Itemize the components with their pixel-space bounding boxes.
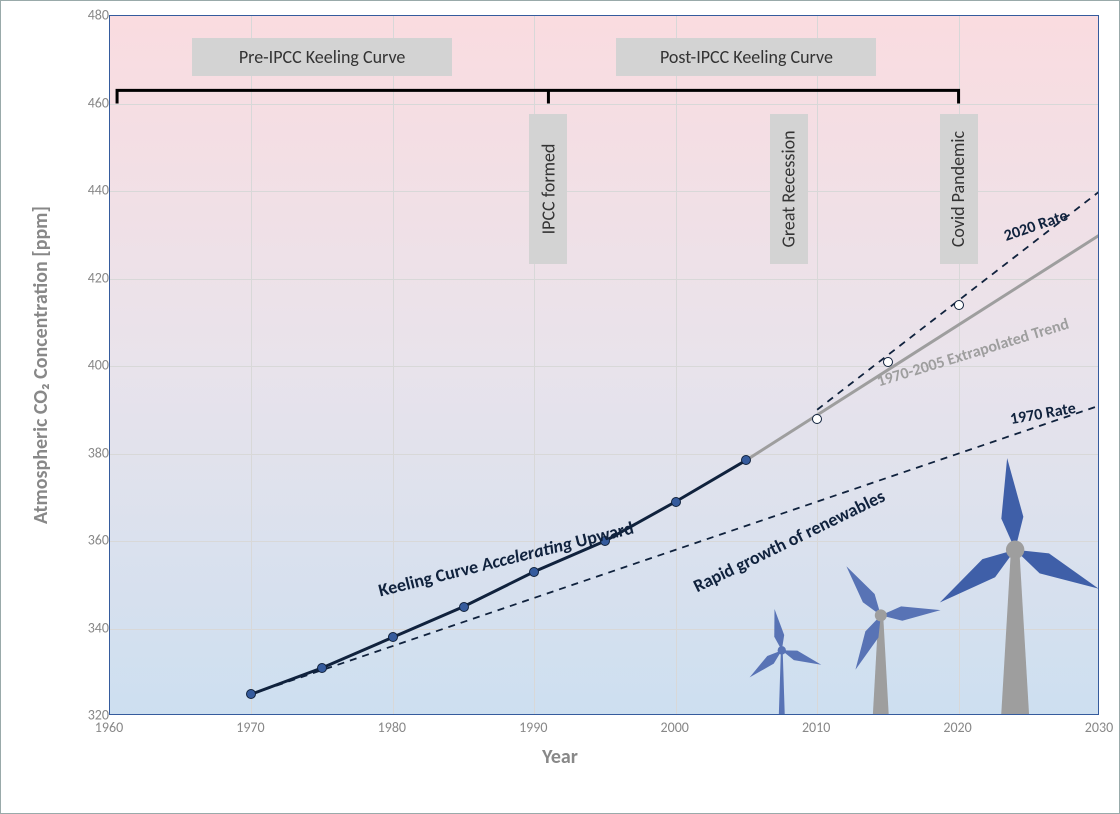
keeling-marker-recent: [812, 414, 822, 424]
keeling-marker: [388, 632, 398, 642]
era-bracket: [117, 90, 959, 103]
pre-ipcc-label: Pre-IPCC Keeling Curve: [192, 38, 452, 76]
chart-frame: Pre-IPCC Keeling Curve Post-IPCC Keeling …: [0, 0, 1120, 814]
y-tick-label: 340: [1, 619, 115, 636]
covid-pandemic-label: Covid Pandemic: [940, 114, 978, 264]
y-tick-label: 360: [1, 532, 115, 549]
great-recession-label: Great Recession: [770, 114, 808, 264]
x-tick-label: 1960: [95, 715, 123, 736]
y-tick-label: 400: [1, 357, 115, 374]
y-tick-label: 440: [1, 182, 115, 199]
keeling-marker: [529, 567, 539, 577]
y-tick-label: 460: [1, 94, 115, 111]
x-tick-label: 1980: [378, 715, 406, 736]
x-tick-label: 1970: [236, 715, 264, 736]
x-tick-label: 2000: [661, 715, 689, 736]
x-tick-label: 2010: [802, 715, 830, 736]
keeling-marker: [459, 602, 469, 612]
keeling-marker: [246, 689, 256, 699]
x-axis-title: Year: [542, 745, 578, 769]
y-tick-label: 380: [1, 444, 115, 461]
x-tick-label: 2030: [1085, 715, 1113, 736]
keeling-marker: [671, 497, 681, 507]
keeling-marker: [317, 663, 327, 673]
rate-1970-line: [251, 405, 1099, 694]
wind-turbine-icon: [940, 458, 1099, 715]
keeling-curve-line: [251, 460, 746, 694]
wind-turbine-icon: [750, 609, 822, 715]
y-axis-title: Atmospheric CO₂ Concentration [ppm]: [29, 206, 53, 524]
ipcc-formed-label: IPCC formed: [529, 114, 567, 264]
plot-area: Pre-IPCC Keeling Curve Post-IPCC Keeling …: [109, 15, 1099, 715]
post-ipcc-label: Post-IPCC Keeling Curve: [616, 38, 876, 76]
y-tick-label: 480: [1, 7, 115, 24]
extrapolated-trend-line: [746, 235, 1099, 460]
keeling-marker-recent: [883, 357, 893, 367]
y-tick-label: 420: [1, 269, 115, 286]
x-tick-label: 1990: [519, 715, 547, 736]
keeling-marker-recent: [954, 300, 964, 310]
x-tick-label: 2020: [943, 715, 971, 736]
wind-turbine-icon: [846, 566, 940, 715]
keeling-marker: [741, 455, 751, 465]
